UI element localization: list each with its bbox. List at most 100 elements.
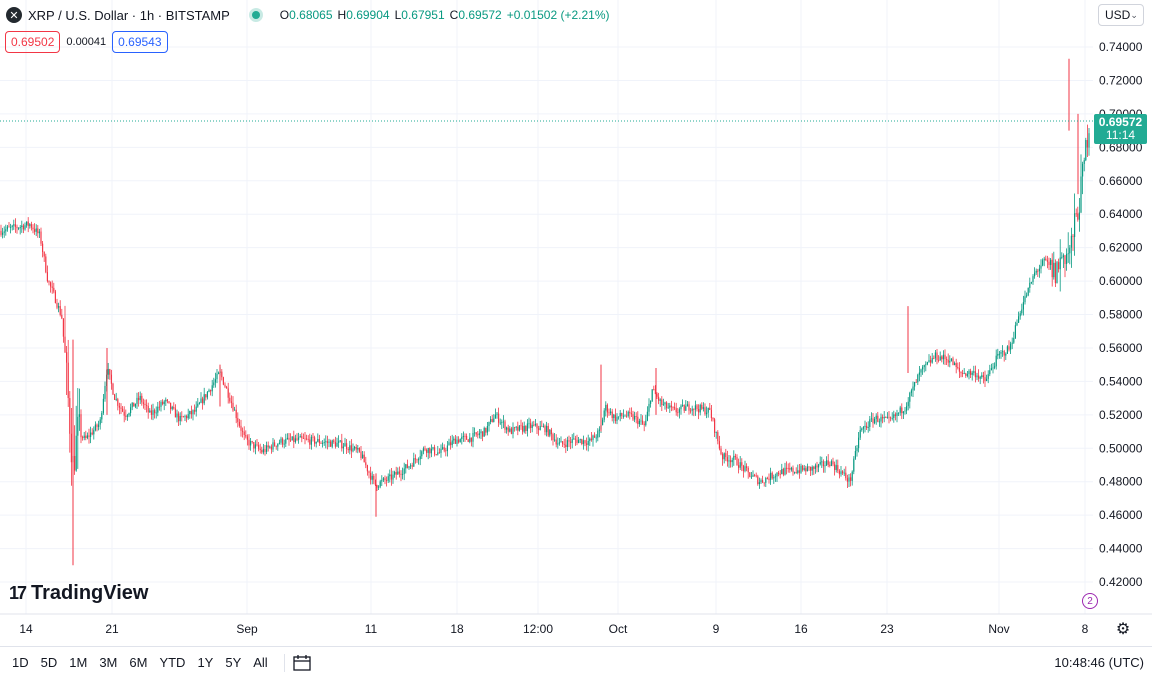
candle-body xyxy=(794,472,796,473)
candle-body xyxy=(574,438,576,440)
candle-body xyxy=(805,468,807,472)
change-value: +0.01502 (+2.21%) xyxy=(506,8,610,22)
candle-body xyxy=(1061,257,1063,258)
candlestick-chart[interactable]: 0.740000.720000.700000.680000.660000.640… xyxy=(0,0,1152,646)
candle-body xyxy=(85,435,87,438)
candle-body xyxy=(555,439,557,445)
candle-body xyxy=(347,449,349,451)
candle-body xyxy=(486,426,488,433)
utc-clock[interactable]: 10:48:46 (UTC) xyxy=(1054,655,1144,670)
candle-body xyxy=(1032,276,1034,283)
candle-body xyxy=(370,472,372,480)
price-tick-label: 0.52000 xyxy=(1099,408,1143,422)
candle-body xyxy=(107,369,109,375)
time-tick-label: 14 xyxy=(19,622,33,636)
candle-body xyxy=(136,397,138,404)
candle-body xyxy=(930,360,932,363)
candle-body xyxy=(5,229,7,232)
range-1y[interactable]: 1Y xyxy=(197,655,214,670)
candle-body xyxy=(2,232,4,235)
candle-body xyxy=(480,431,482,434)
candle-body xyxy=(627,411,629,416)
candle-body xyxy=(746,466,748,468)
range-ytd[interactable]: YTD xyxy=(159,655,186,670)
range-6m[interactable]: 6M xyxy=(129,655,148,670)
events-icon[interactable]: 2 xyxy=(1082,593,1098,609)
low-label: L xyxy=(394,8,402,22)
candle-body xyxy=(998,353,1000,355)
candle-body xyxy=(624,415,626,417)
candle-body xyxy=(946,359,948,360)
candle-body xyxy=(400,473,402,475)
candle-body xyxy=(525,425,527,432)
candle-body xyxy=(475,432,477,435)
candle-body xyxy=(710,410,712,419)
grid xyxy=(0,0,1093,614)
candle-body xyxy=(258,445,260,449)
time-tick-label: 8 xyxy=(1082,622,1089,636)
candle-body xyxy=(878,421,880,423)
candle-body xyxy=(299,436,301,438)
candle-body xyxy=(448,442,450,446)
candle-body xyxy=(434,447,436,455)
candle-body xyxy=(483,427,485,437)
candle-body xyxy=(558,442,560,444)
candle-body xyxy=(363,454,365,463)
candle-body xyxy=(571,439,573,443)
candle-body xyxy=(245,434,247,437)
candle-body xyxy=(1082,163,1084,177)
range-5d[interactable]: 5D xyxy=(40,655,58,670)
candle-body xyxy=(1014,325,1016,338)
range-3m[interactable]: 3M xyxy=(99,655,118,670)
candle-body xyxy=(984,377,986,382)
candle-body xyxy=(550,429,552,435)
gear-icon[interactable]: ⚙ xyxy=(1115,621,1131,638)
candle-body xyxy=(616,416,618,421)
candle-body xyxy=(699,404,701,413)
symbol-title[interactable]: XRP / U.S. Dollar · 1h · BITSTAMP xyxy=(28,7,230,23)
candle-body xyxy=(862,427,864,429)
candle-body xyxy=(752,475,754,477)
time-tick-label: Nov xyxy=(988,622,1009,636)
candle-body xyxy=(6,226,8,230)
candle-body xyxy=(776,472,778,477)
calendar-icon[interactable] xyxy=(293,654,311,671)
time-axis[interactable]: 14 21 Sep 11 18 12:00 Oct 9 16 23 Nov 8 xyxy=(19,622,1088,636)
buy-button[interactable]: 0.69543 xyxy=(112,31,168,53)
candle-body xyxy=(194,410,196,412)
xrp-logo-icon[interactable]: ✕ xyxy=(6,7,22,23)
candle-body xyxy=(214,379,216,383)
sell-button[interactable]: 0.69502 xyxy=(5,31,61,53)
candle-body xyxy=(707,407,709,413)
candle-body xyxy=(749,472,751,477)
candle-body xyxy=(1070,235,1072,248)
candle-body xyxy=(186,416,188,419)
candle-body xyxy=(37,228,39,234)
candle-body xyxy=(717,432,719,442)
candle-body xyxy=(941,356,943,360)
candle-body xyxy=(498,413,500,423)
price-axis[interactable]: 0.740000.720000.700000.680000.660000.640… xyxy=(1099,40,1143,589)
candle-body xyxy=(570,441,572,443)
market-open-icon[interactable] xyxy=(251,11,260,19)
candle-body xyxy=(469,437,471,442)
candle-body xyxy=(280,438,282,443)
candle-body xyxy=(634,415,636,420)
candle-body xyxy=(102,398,104,413)
tradingview-logo[interactable]: 17 TradingView xyxy=(9,582,148,605)
candle-body xyxy=(328,441,330,443)
currency-select[interactable]: USD ⌄ xyxy=(1098,4,1144,26)
candle-body xyxy=(1038,268,1040,272)
candle-body xyxy=(987,374,989,379)
candle-body xyxy=(810,466,812,471)
candle-body xyxy=(779,474,781,475)
candle-body xyxy=(198,402,200,404)
candle-body xyxy=(282,438,284,445)
range-all[interactable]: All xyxy=(253,655,268,670)
range-5y[interactable]: 5Y xyxy=(225,655,242,670)
range-1m[interactable]: 1M xyxy=(69,655,88,670)
range-1d[interactable]: 1D xyxy=(12,655,29,670)
candle-body xyxy=(48,281,50,283)
candle-body xyxy=(896,412,898,416)
candle-body xyxy=(667,407,669,409)
